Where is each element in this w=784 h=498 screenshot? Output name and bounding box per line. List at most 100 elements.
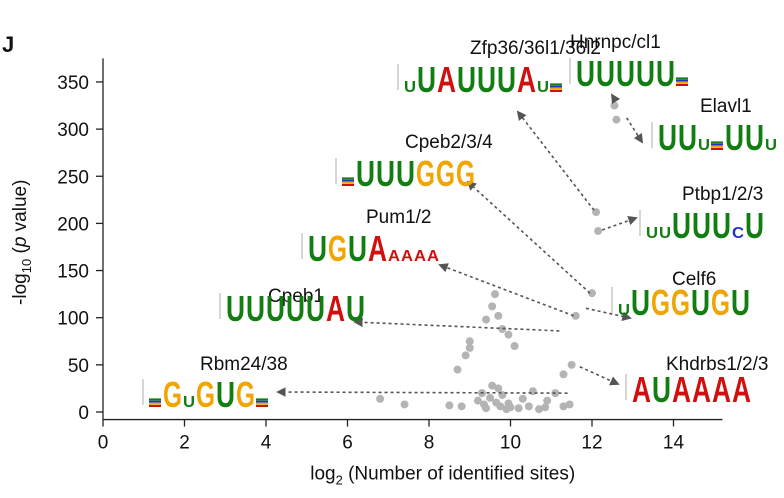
logo-letter-u: U — [457, 59, 476, 100]
motif-4: Cpeb2/3/4U U U G G G — [335, 132, 493, 194]
logo-stack — [711, 141, 723, 144]
logo-letter-g: G — [236, 374, 255, 415]
logo-letter-u: U — [646, 225, 658, 242]
data-point — [518, 394, 527, 403]
rbp-label: Ptbp1/2/3 — [682, 184, 763, 205]
logo-letter-u: U — [596, 53, 615, 94]
logo-letter-u: U — [266, 288, 285, 329]
data-point — [498, 325, 507, 334]
logo-letter-u: U — [765, 137, 777, 154]
logo-letter-a: A — [427, 248, 439, 265]
x-axis-title: log2 (Number of identified sites) — [310, 464, 575, 488]
rbp-label: Khdrbs1/2/3 — [666, 354, 768, 375]
logo-letter-u: U — [497, 59, 516, 100]
logo-stack — [149, 402, 161, 405]
logo-letter-a: A — [368, 228, 387, 269]
annotation-arrow — [610, 93, 621, 105]
data-point — [567, 360, 576, 369]
x-tick-label: 10 — [500, 433, 521, 454]
data-point — [541, 403, 550, 412]
logo-letter-a: A — [712, 369, 731, 410]
logo-letter-u: U — [692, 205, 711, 246]
arrows — [276, 93, 644, 397]
logo-stack — [550, 85, 562, 88]
logo-stack — [149, 405, 161, 407]
logo-stack — [342, 181, 354, 184]
logo-letter-g: G — [416, 153, 435, 194]
data-point — [488, 381, 497, 390]
data-point — [482, 315, 491, 324]
logo-letter-c: C — [732, 225, 744, 242]
logo-letter-a: A — [732, 369, 751, 410]
rbp-label: Pum1/2 — [366, 207, 431, 228]
logo-letter-u: U — [725, 117, 744, 158]
annotation-arrow — [438, 263, 574, 317]
annotation-arrow — [585, 307, 632, 322]
data-point — [465, 343, 474, 352]
logo-letter-u: U — [404, 79, 416, 96]
logo-letter-g: G — [456, 153, 475, 194]
rbp-label: Hnrnpc/cl1 — [570, 32, 661, 53]
logo-letter-a: A — [632, 369, 651, 410]
data-point — [514, 404, 523, 413]
data-point — [496, 402, 505, 411]
y-tick-label: 0 — [78, 403, 89, 424]
logo-letter-u: U — [652, 369, 671, 410]
logo-stack — [550, 90, 562, 92]
rbp-label: Cpeb2/3/4 — [405, 132, 493, 153]
logo-letter-u: U — [286, 288, 305, 329]
data-point — [486, 393, 495, 402]
logo-stack — [676, 84, 688, 86]
y-axis-title: -log10 (p value) — [10, 180, 34, 305]
annotation-arrow — [466, 180, 591, 294]
x-tick-label: 14 — [663, 433, 685, 454]
logo-letter-u: U — [745, 117, 764, 158]
logo-letter-u: U — [356, 153, 375, 194]
rbp-label: Celf6 — [672, 269, 716, 290]
logo-letter-u: U — [618, 302, 630, 319]
data-point — [594, 226, 603, 235]
logo-letter-a: A — [437, 59, 456, 100]
logo-letter-u: U — [348, 228, 367, 269]
logo-stack — [711, 143, 723, 146]
axes: 0 2 4 6 8 10 12 14 0 50 100 150 200 250 300 350 log2 (Nu… — [10, 58, 723, 488]
data-point — [494, 384, 503, 393]
y-tick-label: 100 — [57, 309, 89, 330]
logo-letter-g: G — [651, 282, 670, 323]
annotation-arrow — [516, 110, 595, 211]
rbp-label: Elavl1 — [700, 96, 752, 117]
data-points — [376, 101, 621, 414]
data-point — [535, 405, 544, 414]
data-point — [491, 290, 500, 299]
data-point — [457, 402, 466, 411]
logo-stack — [550, 83, 562, 86]
data-point — [612, 115, 621, 124]
logo-stack — [550, 87, 562, 90]
logo-stack — [256, 402, 268, 405]
rbp-label: Zfp36/36l1/36l2 — [470, 38, 601, 59]
rbp-label: Rbm24/38 — [200, 354, 288, 375]
logo-letter-u: U — [616, 53, 635, 94]
logo-letter-g: G — [436, 153, 455, 194]
logo-letter-u: U — [636, 53, 655, 94]
annotation-arrow — [353, 317, 560, 332]
data-point — [465, 337, 474, 346]
logo-stack — [149, 400, 161, 403]
logo-letter-u: U — [659, 225, 671, 242]
x-tick-label: 8 — [424, 433, 435, 454]
motif-3: Ptbp1/2/3U U U U U C U — [639, 184, 764, 246]
data-point — [473, 396, 482, 405]
data-point — [571, 311, 580, 320]
logo-letter-u: U — [656, 53, 675, 94]
logo-stack — [711, 148, 723, 150]
x-tick-label: 0 — [98, 433, 109, 454]
logo-letter-u: U — [417, 59, 436, 100]
logo-stack — [342, 177, 354, 180]
logo-letter-a: A — [414, 248, 426, 265]
y-tick-label: 50 — [68, 356, 89, 377]
data-point — [559, 402, 568, 411]
